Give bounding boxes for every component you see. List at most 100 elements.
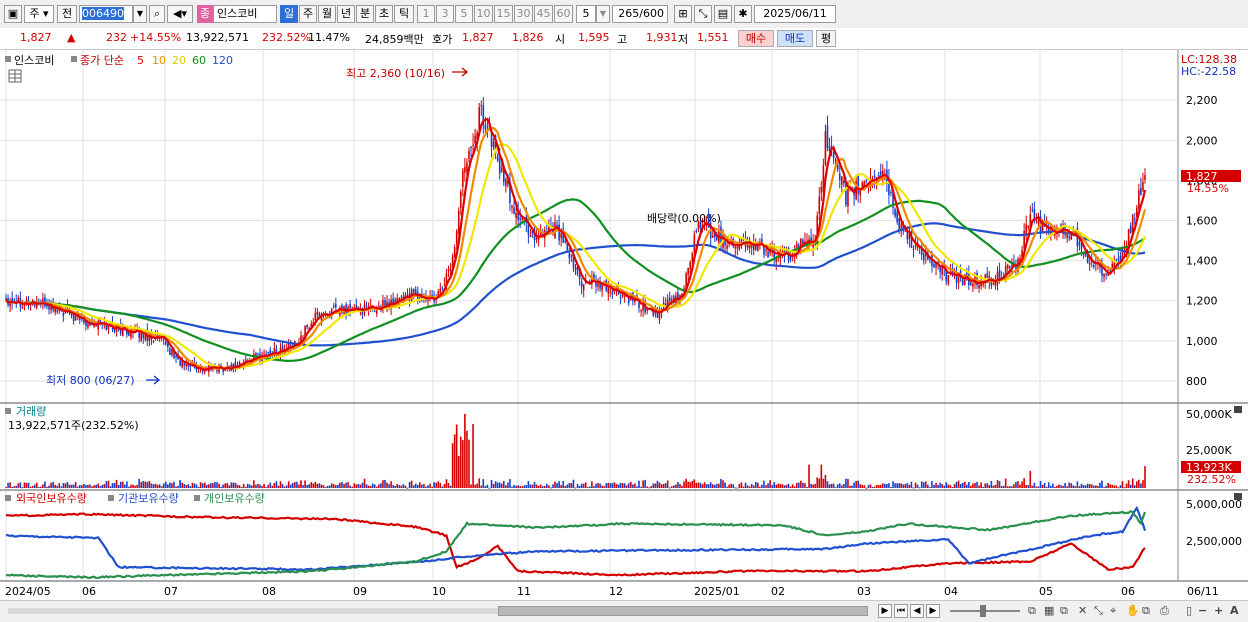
sound-icon[interactable]: ◀▾	[167, 5, 193, 23]
period-second[interactable]: 초	[375, 5, 393, 23]
candle-body	[925, 253, 927, 257]
minute-15[interactable]: 15	[494, 5, 513, 23]
volume-bar	[439, 483, 442, 488]
volume-bar	[244, 486, 247, 488]
candle-body	[521, 218, 524, 220]
candle-body	[939, 266, 941, 273]
grid-icon[interactable]: ▦	[1044, 604, 1055, 617]
period-month[interactable]: 월	[318, 5, 336, 23]
candle-body	[85, 320, 87, 326]
period-main-select[interactable]: 주 ▾	[24, 5, 54, 23]
trend-icon[interactable]: ⤡	[1094, 604, 1103, 617]
candle-body	[1090, 261, 1093, 263]
copy-icon[interactable]: ⧉	[1142, 604, 1150, 617]
cursor-icon[interactable]: ⌖	[1110, 604, 1117, 617]
volume-bar	[865, 487, 868, 489]
period-year[interactable]: 년	[337, 5, 355, 23]
volume-bar	[656, 480, 659, 488]
minute-30[interactable]: 30	[514, 5, 533, 23]
font-size-icon[interactable]: A	[1230, 604, 1239, 617]
minute-60[interactable]: 60	[554, 5, 573, 23]
prev-page-icon[interactable]: ◀	[910, 604, 924, 618]
hand-icon[interactable]: ✋	[1126, 604, 1140, 617]
plus-icon[interactable]: +	[1214, 604, 1224, 617]
scroll-right-icon[interactable]: ▶	[878, 604, 892, 618]
minute-1[interactable]: 1	[417, 5, 435, 23]
eval-button[interactable]: 평	[816, 30, 836, 47]
candle-body	[726, 245, 728, 249]
candle-body	[767, 251, 769, 258]
volume-bar	[947, 484, 950, 488]
high-price: 1,931	[646, 31, 678, 44]
volume-bar	[234, 482, 237, 488]
save-icon[interactable]: ▤	[714, 5, 732, 23]
volume-bar	[625, 485, 628, 488]
volume-bar	[335, 485, 337, 488]
bars-input[interactable]: 265/600	[612, 5, 668, 23]
candle-body	[396, 298, 399, 304]
date-input[interactable]: 2025/06/11	[754, 5, 836, 23]
volume-bar	[904, 484, 907, 488]
price-tick-label: 1,600	[1186, 214, 1218, 227]
cross-icon[interactable]: ✕	[1078, 604, 1088, 617]
candle-body	[681, 293, 683, 297]
window-icon[interactable]: ▣	[4, 5, 22, 23]
period-day[interactable]: 일	[280, 5, 298, 23]
draw-icon[interactable]: ⤡	[694, 5, 712, 23]
code-dropdown-button[interactable]: ▼	[133, 5, 147, 23]
candle-body	[847, 187, 849, 207]
volume-bar	[736, 487, 739, 489]
legend-ma-10: 10	[152, 54, 166, 67]
count-dropdown[interactable]: ▼	[596, 5, 610, 23]
panel-maximize-icon[interactable]	[1234, 493, 1242, 500]
next-page-icon[interactable]: ▶	[926, 604, 940, 618]
buy-button[interactable]: 매수	[738, 30, 774, 47]
volume-bar	[609, 483, 612, 488]
stock-code-input[interactable]: 006490	[79, 5, 133, 23]
panel-maximize-icon[interactable]	[1234, 406, 1242, 413]
zoom-slider-handle[interactable]	[980, 605, 986, 617]
volume-bar	[304, 480, 306, 488]
compare-icon[interactable]: ⧉	[1060, 604, 1068, 617]
layout-icon[interactable]: ⧉	[1028, 604, 1036, 617]
volume-bar	[789, 486, 792, 488]
minute-10[interactable]: 10	[474, 5, 493, 23]
volume-bar	[740, 482, 743, 488]
count-input[interactable]: 5	[576, 5, 596, 23]
search-icon[interactable]: ⌕	[149, 5, 165, 23]
candle-body	[898, 218, 900, 230]
period-week[interactable]: 주	[299, 5, 317, 23]
print-icon[interactable]: ⎙	[1160, 604, 1169, 617]
minute-3[interactable]: 3	[436, 5, 454, 23]
volume-bar	[968, 482, 970, 488]
zoom-out-icon[interactable]: ▯	[1186, 604, 1193, 617]
scroll-track[interactable]	[8, 608, 868, 614]
volume-bar	[257, 483, 259, 488]
candle-body	[1127, 229, 1130, 249]
tool-icon[interactable]: ⊞	[674, 5, 692, 23]
candle-body	[300, 335, 302, 343]
candle-body	[441, 287, 444, 289]
gear-icon[interactable]: ✱	[734, 5, 752, 23]
prev-button[interactable]: 전	[57, 5, 77, 23]
minute-5[interactable]: 5	[455, 5, 473, 23]
minus-icon[interactable]: −	[1198, 604, 1208, 617]
first-page-icon[interactable]: ⏮	[894, 604, 908, 618]
candle-body	[841, 176, 843, 186]
volume-bar	[11, 486, 13, 488]
candle-body	[1078, 242, 1081, 245]
volume-bar	[746, 485, 749, 488]
period-tick[interactable]: 틱	[394, 5, 414, 23]
stock-name-field[interactable]: 인스코비	[213, 5, 277, 23]
candle-body	[171, 349, 173, 356]
volume-bar	[869, 484, 872, 488]
legend-square-icon	[5, 56, 11, 62]
candle-body	[453, 247, 456, 258]
minute-45[interactable]: 45	[534, 5, 553, 23]
sell-button[interactable]: 매도	[777, 30, 813, 47]
scroll-bar[interactable]: ▶ ⏮ ◀ ▶ ⧉ ▦ ⧉ ✕ ⤡ ⌖ ✋ ⧉ ⎙ ▯ − + A	[0, 600, 1248, 622]
period-minute[interactable]: 분	[356, 5, 374, 23]
volume-bar	[375, 486, 378, 488]
scroll-thumb[interactable]	[498, 606, 868, 616]
